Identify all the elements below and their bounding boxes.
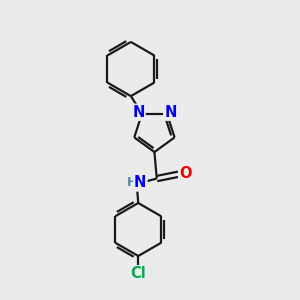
Text: O: O	[179, 166, 192, 181]
Text: N: N	[164, 105, 177, 120]
Text: Cl: Cl	[130, 266, 146, 281]
Text: N: N	[132, 105, 145, 120]
Text: N: N	[134, 176, 146, 190]
Text: H: H	[127, 176, 137, 190]
